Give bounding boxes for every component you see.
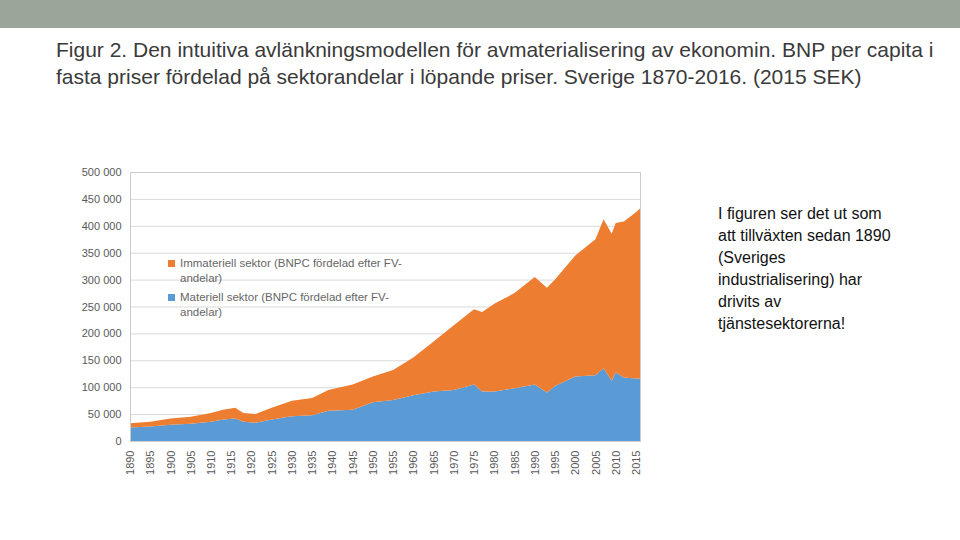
svg-text:200 000: 200 000 <box>82 327 122 339</box>
svg-text:1915: 1915 <box>225 451 237 475</box>
svg-text:1985: 1985 <box>509 451 521 475</box>
svg-text:1975: 1975 <box>468 451 480 475</box>
svg-text:100 000: 100 000 <box>82 381 122 393</box>
svg-text:1900: 1900 <box>164 451 176 475</box>
svg-text:300 000: 300 000 <box>82 274 122 286</box>
svg-text:1930: 1930 <box>286 451 298 475</box>
svg-text:500 000: 500 000 <box>82 166 122 178</box>
svg-text:350 000: 350 000 <box>82 247 122 259</box>
svg-text:1925: 1925 <box>266 451 278 475</box>
svg-text:1940: 1940 <box>326 451 338 475</box>
svg-text:0: 0 <box>115 435 121 447</box>
svg-text:50 000: 50 000 <box>88 408 122 420</box>
html-text:Immateriell sektor (BNPC förde: Immateriell sektor (BNPC fördelad efter … <box>180 257 402 284</box>
svg-text:1980: 1980 <box>488 451 500 475</box>
svg-text:450 000: 450 000 <box>82 193 122 205</box>
svg-text:250 000: 250 000 <box>82 301 122 313</box>
html-text:Materiell sektor (BNPC fördela: Materiell sektor (BNPC fördelad efter FV… <box>180 291 389 318</box>
svg-text:1995: 1995 <box>549 451 561 475</box>
svg-text:1910: 1910 <box>205 451 217 475</box>
svg-text:150 000: 150 000 <box>82 354 122 366</box>
svg-text:1920: 1920 <box>245 451 257 475</box>
svg-text:1970: 1970 <box>448 451 460 475</box>
html-text:Figur 2. Den intuitiva avlänkn: Figur 2. Den intuitiva avlänkningsmodell… <box>56 38 934 88</box>
svg-text:1945: 1945 <box>347 451 359 475</box>
svg-text:2000: 2000 <box>569 451 581 475</box>
svg-text:1955: 1955 <box>387 451 399 475</box>
html-text:I figuren ser det ut som att t: I figuren ser det ut som att tillväxten … <box>718 205 891 332</box>
svg-text:2010: 2010 <box>610 451 622 475</box>
svg-text:1895: 1895 <box>144 451 156 475</box>
svg-text:1950: 1950 <box>367 451 379 475</box>
svg-text:2005: 2005 <box>589 451 601 475</box>
svg-text:1890: 1890 <box>124 451 136 475</box>
svg-text:2015: 2015 <box>630 451 642 475</box>
svg-text:1935: 1935 <box>306 451 318 475</box>
svg-text:1965: 1965 <box>428 451 440 475</box>
svg-text:1990: 1990 <box>529 451 541 475</box>
svg-text:1960: 1960 <box>407 451 419 475</box>
svg-text:400 000: 400 000 <box>82 220 122 232</box>
svg-text:1905: 1905 <box>185 451 197 475</box>
